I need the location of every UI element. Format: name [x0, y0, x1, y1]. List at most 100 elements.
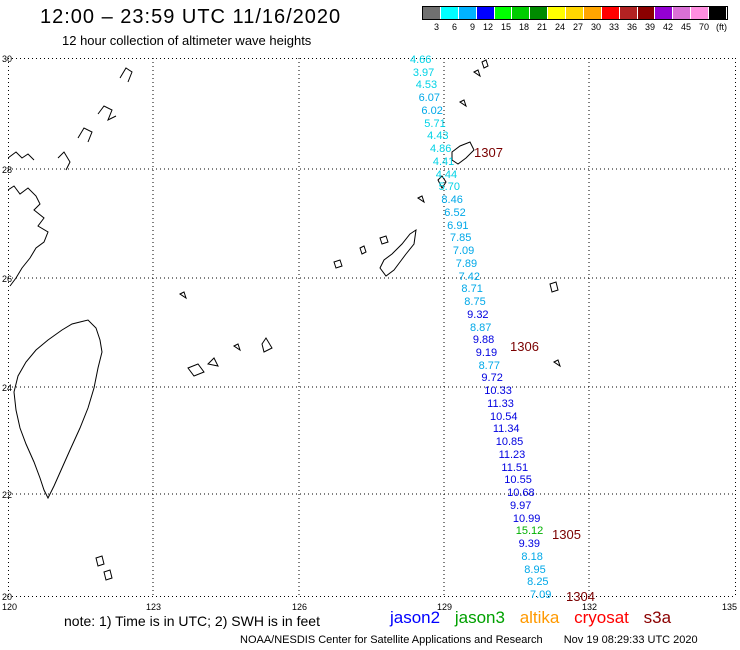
- colorbar-swatch: [601, 7, 620, 19]
- wave-height-label: 4.86: [430, 143, 452, 156]
- colorbar-swatch: [423, 7, 441, 19]
- pass-number-1306: 1306: [510, 339, 539, 354]
- ryukyu-okinawa: [379, 228, 417, 277]
- colorbar-label: 9: [469, 22, 475, 32]
- yonaguni: [95, 555, 113, 581]
- wave-height-label: 9.39: [518, 538, 540, 551]
- colorbar-swatch: [458, 7, 477, 19]
- colorbar-label: 39: [644, 22, 655, 32]
- tokunoshima: [437, 175, 447, 189]
- wave-height-label: 8.87: [470, 321, 492, 334]
- wave-height-label: 4.66: [410, 54, 432, 66]
- satellite-legend: jason2 jason3 altika cryosat s3a: [390, 608, 681, 628]
- colorbar-swatch: [476, 7, 495, 19]
- pass-number-1307: 1307: [474, 145, 503, 160]
- colorbar-swatch: [494, 7, 513, 19]
- wave-height-label: 3.97: [412, 66, 435, 79]
- wave-height-label: 4.41: [432, 155, 455, 168]
- taiwan-coastline: [13, 319, 103, 500]
- colorbar-label: 42: [662, 22, 673, 32]
- wave-height-label: 6.02: [421, 104, 443, 117]
- colorbar-label: 70: [698, 22, 709, 32]
- wave-height-label: 15.12: [515, 525, 544, 538]
- lon-label-120: 120: [2, 602, 18, 612]
- colorbar-labels: 3 6 9 12 15 18 21 24 27 30 33 36 39 42 45 70 (ft): [422, 22, 728, 32]
- colorbar-swatch: [566, 7, 584, 19]
- wave-height-label: 6.07: [418, 92, 440, 105]
- amami-island: [451, 141, 475, 165]
- wave-height-label: 8.46: [441, 194, 463, 207]
- colorbar-swatches: [422, 6, 728, 20]
- footer-credit: NOAA/NESDIS Center for Satellite Applica…: [240, 634, 543, 646]
- footer: NOAA/NESDIS Center for Satellite Applica…: [240, 634, 698, 646]
- legend-jason2: jason2: [390, 608, 441, 627]
- wave-height-label: 9.32: [467, 308, 489, 321]
- wave-height-label: 9.72: [481, 372, 503, 385]
- wave-height-label: 5.71: [424, 117, 446, 130]
- wave-height-label: 8.18: [521, 550, 543, 563]
- colorbar-label: (ft): [716, 22, 727, 32]
- wave-height-label: 10.33: [484, 385, 512, 398]
- wave-height-label: 8.75: [464, 296, 486, 309]
- lat-label-28: 28: [2, 165, 13, 175]
- colorbar-label: 45: [680, 22, 691, 32]
- wave-height-label: 7.09: [452, 245, 475, 258]
- lon-label-126: 126: [292, 602, 308, 612]
- wave-height-label: 9.88: [472, 334, 495, 347]
- legend-jason3: jason3: [454, 608, 505, 627]
- colorbar-label: 21: [536, 22, 547, 32]
- colorbar-swatch: [619, 7, 638, 19]
- colorbar-label: 3: [433, 22, 439, 32]
- wave-height-label: 6.52: [444, 206, 466, 219]
- wave-height-label: 8.71: [461, 283, 483, 296]
- wave-height-label: 11.34: [492, 423, 520, 436]
- wave-height-label: 7.89: [455, 257, 478, 270]
- colorbar-swatch: [673, 7, 692, 19]
- wave-height-label: 10.85: [495, 436, 524, 449]
- wave-height-label: 11.51: [501, 461, 529, 474]
- wave-height-label: 10.99: [512, 512, 541, 525]
- colorbar-swatch: [637, 7, 656, 19]
- wave-height-label: 11.33: [487, 397, 514, 410]
- colorbar-label: 27: [572, 22, 583, 32]
- colorbar-label: 33: [608, 22, 619, 32]
- chart-subtitle: 12 hour collection of altimeter wave hei…: [62, 33, 312, 48]
- colorbar-swatch: [583, 7, 602, 19]
- colorbar-swatch: [709, 7, 727, 19]
- wave-height-label: 11.23: [498, 448, 526, 461]
- wave-height-label: 6.91: [447, 219, 469, 232]
- map-panel: [8, 58, 736, 597]
- wave-height-label: 8.95: [524, 563, 546, 576]
- wave-height-label: 7.09: [530, 589, 552, 601]
- pass-number-1304: 1304: [566, 589, 595, 604]
- lon-label-123: 123: [146, 602, 162, 612]
- wave-height-label: 4.44: [435, 168, 458, 181]
- lat-label-22: 22: [2, 490, 13, 500]
- colorbar-label: 18: [518, 22, 529, 32]
- misc-islets: [179, 59, 561, 368]
- wave-height-label: 10.55: [504, 474, 532, 487]
- colorbar-swatch: [440, 7, 459, 19]
- footer-timestamp: Nov 19 08:29:33 UTC 2020: [563, 634, 698, 646]
- colorbar-swatch: [512, 7, 531, 19]
- colorbar-swatch: [548, 7, 566, 19]
- coastlines: [8, 59, 561, 581]
- wave-height-label: 8.77: [478, 359, 500, 372]
- wave-height-label: 4.43: [427, 130, 449, 143]
- units-note: note: 1) Time is in UTC; 2) SWH is in fe…: [64, 613, 320, 629]
- chart-title: 12:00 – 23:59 UTC 11/16/2020: [40, 6, 342, 28]
- lon-label-135: 135: [722, 602, 738, 612]
- wave-height-label: 9.19: [475, 346, 498, 359]
- wave-height-label: 7.85: [450, 232, 472, 245]
- wave-height-label: 8.25: [527, 576, 549, 589]
- colorbar-swatch: [655, 7, 674, 19]
- lon-label-129: 129: [437, 602, 453, 612]
- lat-label-24: 24: [2, 383, 13, 393]
- wave-height-label: 10.54: [490, 410, 518, 423]
- lat-label-20: 20: [2, 592, 13, 602]
- colorbar: 3 6 9 12 15 18 21 24 27 30 33 36 39 42 45 70 (ft): [422, 6, 728, 34]
- legend-s3a: s3a: [643, 608, 672, 627]
- lat-label-30: 30: [2, 54, 13, 64]
- graticule: [8, 58, 736, 597]
- colorbar-label: 30: [590, 22, 601, 32]
